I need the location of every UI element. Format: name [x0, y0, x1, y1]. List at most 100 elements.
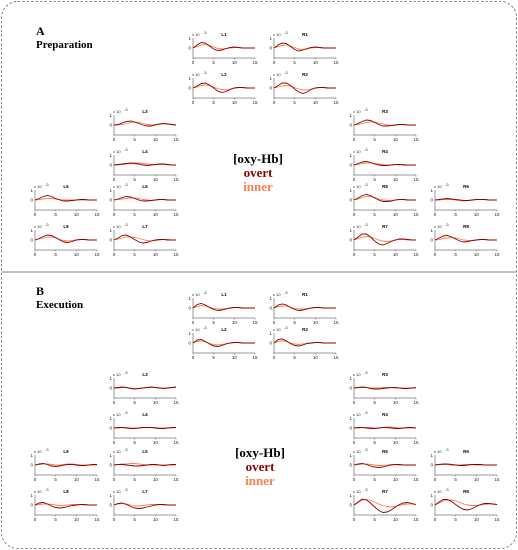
x-tick-label: 15	[333, 355, 339, 360]
series-overt-line	[353, 161, 416, 166]
y-scale-exponent: -3	[364, 410, 368, 415]
y-tick-label: 1	[430, 453, 433, 458]
x-tick-label: 10	[474, 517, 480, 522]
x-tick-label: 5	[212, 100, 215, 105]
x-tick-label: 5	[133, 137, 136, 142]
y-tick-label: 0	[269, 46, 272, 51]
y-scale-label: x 10	[34, 184, 42, 189]
x-tick-label: 15	[252, 100, 258, 105]
y-scale-exponent: -3	[364, 222, 368, 227]
legend-b-overt: overt	[246, 459, 276, 474]
y-scale-label: x 10	[113, 184, 121, 189]
y-scale-label: x 10	[273, 32, 281, 37]
y-scale-label: x 10	[113, 372, 121, 377]
y-scale-exponent: -3	[445, 182, 449, 187]
x-tick-label: 15	[252, 60, 258, 65]
y-scale-exponent: -3	[45, 487, 49, 492]
channel-label: R6	[463, 184, 469, 189]
y-tick-label: 0	[188, 46, 191, 51]
x-tick-label: 0	[353, 400, 356, 405]
x-tick-label: 0	[113, 212, 116, 217]
y-scale-label: x 10	[434, 449, 442, 454]
channel-label: R7	[382, 489, 388, 494]
x-tick-label: 15	[173, 440, 179, 445]
channel-label: L5	[142, 449, 148, 454]
y-scale-label: x 10	[113, 224, 121, 229]
x-tick-label: 10	[74, 212, 80, 217]
channel-label: L7	[142, 224, 148, 229]
y-tick-label: 1	[109, 188, 112, 193]
series-overt-line	[273, 42, 336, 52]
y-scale-label: x 10	[192, 327, 200, 332]
channel-label: R7	[382, 224, 388, 229]
x-tick-label: 0	[353, 440, 356, 445]
y-tick-label: 0	[30, 198, 33, 203]
channel-label: R2	[302, 327, 308, 332]
y-tick-label: 0	[109, 238, 112, 243]
x-tick-label: 5	[212, 355, 215, 360]
y-scale-label: x 10	[353, 149, 361, 154]
y-tick-label: 0	[349, 238, 352, 243]
y-scale-exponent: -3	[364, 370, 368, 375]
x-tick-label: 5	[54, 517, 57, 522]
channel-label: L8	[63, 224, 69, 229]
y-scale-label: x 10	[34, 449, 42, 454]
x-tick-label: 10	[393, 477, 399, 482]
y-scale-exponent: -3	[124, 487, 128, 492]
x-tick-label: 10	[153, 477, 159, 482]
y-tick-label: 1	[349, 453, 352, 458]
channel-label: R4	[382, 412, 388, 417]
y-tick-label: 0	[430, 238, 433, 243]
x-tick-label: 0	[434, 212, 437, 217]
x-tick-label: 10	[474, 212, 480, 217]
x-tick-label: 5	[454, 477, 457, 482]
y-scale-label: x 10	[353, 224, 361, 229]
y-scale-label: x 10	[353, 109, 361, 114]
y-tick-label: 0	[188, 86, 191, 91]
y-tick-label: 0	[349, 426, 352, 431]
channel-label: R4	[382, 149, 388, 154]
y-scale-exponent: -3	[124, 370, 128, 375]
x-tick-label: 0	[353, 252, 356, 257]
x-tick-label: 10	[474, 477, 480, 482]
x-tick-label: 15	[94, 212, 100, 217]
series-overt-line	[273, 303, 336, 311]
panel-b-letter: B	[36, 284, 44, 298]
y-scale-label: x 10	[34, 224, 42, 229]
y-tick-label: 0	[349, 123, 352, 128]
y-scale-label: x 10	[273, 292, 281, 297]
y-scale-label: x 10	[434, 184, 442, 189]
series-inner-line	[114, 162, 176, 166]
y-scale-exponent: -3	[124, 410, 128, 415]
y-tick-label: 0	[188, 306, 191, 311]
x-tick-label: 0	[34, 477, 37, 482]
x-tick-label: 15	[413, 400, 419, 405]
x-tick-label: 5	[373, 477, 376, 482]
series-overt-line	[434, 198, 497, 201]
series-overt-line	[113, 502, 176, 509]
y-scale-label: x 10	[353, 184, 361, 189]
y-tick-label: 0	[349, 198, 352, 203]
legend-b: [oxy-Hb] overt inner	[235, 445, 285, 488]
series-overt-line	[34, 463, 97, 467]
channel-label: L2	[221, 327, 227, 332]
y-scale-label: x 10	[434, 224, 442, 229]
x-tick-label: 5	[54, 212, 57, 217]
series-overt-line	[34, 234, 97, 243]
x-tick-label: 15	[333, 60, 339, 65]
y-tick-label: 1	[109, 153, 112, 158]
series-overt-line	[113, 196, 176, 202]
y-scale-label: x 10	[434, 489, 442, 494]
